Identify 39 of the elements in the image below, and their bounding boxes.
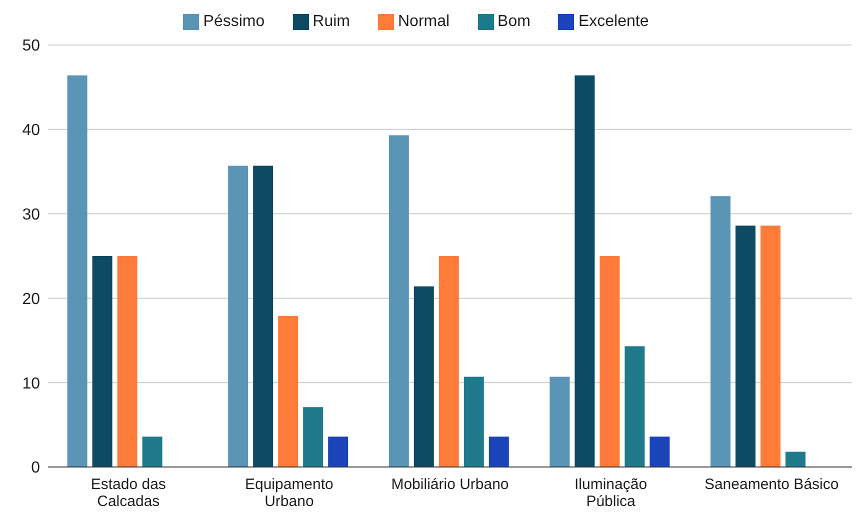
bar [67, 75, 88, 467]
bar [328, 436, 348, 467]
bar [414, 286, 434, 467]
bar [228, 166, 248, 467]
bar [464, 376, 484, 467]
y-tick-label: 50 [22, 38, 40, 55]
y-tick-label: 30 [22, 206, 40, 224]
bar [142, 436, 162, 467]
legend-label: Péssimo [203, 13, 265, 30]
y-tick-label: 20 [22, 290, 40, 308]
bar [785, 452, 806, 467]
bar [600, 256, 620, 467]
bar [574, 75, 595, 467]
bar [735, 226, 756, 467]
bar [550, 376, 570, 467]
bar [253, 166, 274, 467]
bar [278, 316, 298, 467]
x-tick-label: Iluminação Pública [574, 476, 648, 510]
y-tick-label: 10 [22, 375, 40, 392]
bar [624, 346, 645, 467]
y-tick-label: 0 [31, 460, 40, 477]
x-tick-label: Mobiliário Urbano [391, 476, 509, 493]
x-tick-label: Equipamento Urbano [244, 476, 334, 510]
bar [92, 256, 112, 467]
bar [488, 436, 509, 467]
bar [303, 407, 324, 467]
bar [710, 196, 730, 467]
legend-label: Ruim [312, 13, 350, 30]
legend-label: Normal [398, 13, 450, 30]
bar [388, 135, 409, 467]
x-tick-label: Saneamento Básico [704, 476, 839, 493]
bar [760, 226, 780, 467]
legend-label: Bom [498, 13, 530, 30]
legend-label: Excelente [578, 13, 649, 30]
x-tick-label: Estado das Calcadas [90, 476, 166, 510]
bar [438, 256, 459, 467]
bar [117, 256, 138, 467]
bar [650, 436, 670, 467]
y-tick-label: 40 [22, 122, 40, 140]
